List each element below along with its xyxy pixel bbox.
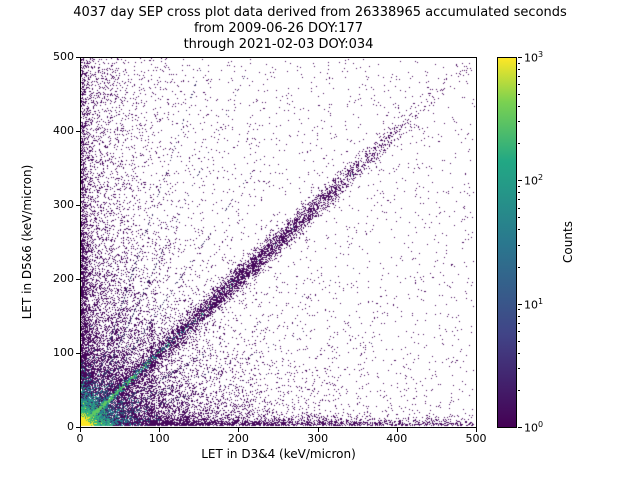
colorbar-minor-tick-mark	[518, 340, 520, 342]
x-tick-label: 300	[307, 432, 329, 445]
colorbar-tick-mark	[518, 180, 522, 182]
y-axis-label: LET in D5&6 (keV/micron)	[20, 164, 34, 320]
x-tick-mark	[159, 428, 161, 432]
colorbar-minor-tick-mark	[518, 244, 520, 246]
x-tick-mark	[317, 428, 319, 432]
colorbar-minor-tick-mark	[518, 84, 520, 86]
y-tick-label: 500	[53, 50, 74, 63]
y-tick-label: 0	[67, 420, 74, 433]
colorbar-minor-tick-mark	[518, 331, 520, 333]
y-tick-mark	[76, 353, 80, 354]
y-tick-mark	[76, 131, 80, 132]
x-tick-label: 400	[386, 432, 408, 445]
colorbar-tick-label: 100	[524, 420, 544, 435]
colorbar-minor-tick-mark	[518, 62, 520, 64]
colorbar-tick-label: 102	[524, 173, 544, 188]
y-tick-mark	[76, 57, 80, 58]
scatter-canvas	[81, 58, 476, 427]
colorbar-gradient	[497, 57, 517, 428]
chart-subtitle-from: from 2009-06-26 DOY:177	[193, 21, 363, 36]
x-tick-mark	[476, 428, 477, 432]
colorbar-label: Counts	[561, 221, 575, 263]
colorbar-tick-label: 101	[524, 296, 544, 312]
x-axis-label: LET in D3&4 (keV/micron)	[201, 447, 356, 461]
chart-subtitle-through: through 2021-02-03 DOY:034	[183, 37, 374, 52]
colorbar-minor-tick-mark	[518, 229, 520, 231]
colorbar-tick-label: 103	[524, 50, 544, 65]
colorbar-minor-tick-mark	[518, 309, 520, 311]
y-tick-label: 200	[53, 272, 74, 285]
y-tick-label: 100	[53, 346, 74, 359]
x-tick-label: 200	[227, 432, 249, 445]
y-tick-mark	[76, 279, 80, 280]
plot-area	[80, 57, 477, 428]
x-tick-label: 100	[148, 432, 170, 445]
colorbar-minor-tick-mark	[518, 192, 520, 194]
colorbar-minor-tick-mark	[518, 315, 520, 317]
y-tick-label: 300	[53, 198, 74, 211]
colorbar-minor-tick-mark	[518, 266, 520, 268]
x-tick-label: 500	[465, 432, 487, 445]
colorbar-minor-tick-mark	[518, 368, 520, 370]
colorbar-minor-tick-mark	[518, 185, 520, 187]
x-tick-label: 0	[76, 432, 84, 445]
x-tick-mark	[238, 428, 240, 432]
colorbar-minor-tick-mark	[518, 199, 520, 201]
colorbar-minor-tick-mark	[518, 143, 520, 145]
colorbar-tick-mark	[518, 427, 522, 428]
y-tick-label: 400	[53, 124, 74, 137]
colorbar-minor-tick-mark	[518, 121, 520, 123]
colorbar-minor-tick-mark	[518, 352, 520, 354]
y-tick-mark	[76, 427, 80, 428]
colorbar-minor-tick-mark	[518, 68, 520, 70]
colorbar-minor-tick-mark	[518, 217, 520, 219]
x-tick-mark	[396, 428, 398, 432]
x-tick-mark	[80, 428, 81, 432]
colorbar-minor-tick-mark	[518, 94, 520, 96]
colorbar-minor-tick-mark	[518, 207, 520, 209]
colorbar-tick-mark	[518, 303, 522, 305]
y-tick-mark	[76, 205, 80, 206]
colorbar-minor-tick-mark	[518, 76, 520, 78]
colorbar-tick-mark	[518, 57, 522, 58]
colorbar-minor-tick-mark	[518, 389, 520, 391]
colorbar-minor-tick-mark	[518, 106, 520, 108]
chart-title: 4037 day SEP cross plot data derived fro…	[73, 5, 567, 20]
colorbar-minor-tick-mark	[518, 322, 520, 324]
